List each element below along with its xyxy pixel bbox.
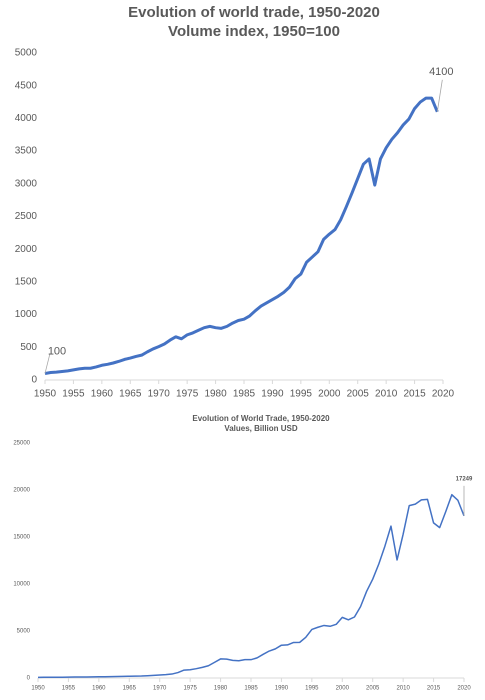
x-tick-label: 1985	[244, 686, 258, 692]
x-tick-label: 2005	[347, 389, 370, 400]
annotation-label: 4100	[429, 66, 453, 78]
y-tick-label: 0	[31, 375, 37, 386]
x-tick-label: 1970	[153, 686, 167, 692]
x-tick-label: 1990	[275, 686, 289, 692]
annotation-leader	[436, 79, 443, 112]
y-tick-label: 0	[27, 676, 31, 682]
data-line	[37, 493, 465, 679]
x-tick-label: 1950	[31, 686, 45, 692]
y-tick-label: 20000	[13, 488, 30, 494]
annotation-label: 100	[48, 345, 66, 357]
y-tick-label: 5000	[17, 629, 31, 635]
y-tick-label: 5000	[15, 48, 38, 59]
x-tick-label: 1975	[183, 686, 197, 692]
x-tick-label: 1995	[305, 686, 319, 692]
y-tick-label: 1500	[15, 277, 38, 288]
annotation-label: 17249	[456, 476, 473, 482]
chart-title: Evolution of world trade, 1950-2020	[128, 4, 380, 21]
x-tick-label: 1990	[261, 389, 284, 400]
y-tick-label: 1000	[15, 309, 38, 320]
x-tick-label: 1995	[290, 389, 313, 400]
x-tick-label: 1965	[123, 686, 137, 692]
y-tick-label: 10000	[13, 582, 30, 588]
x-tick-label: 2000	[336, 686, 350, 692]
y-tick-label: 500	[20, 342, 37, 353]
y-tick-label: 2500	[15, 211, 38, 222]
chart-title: Evolution of World Trade, 1950-2020	[192, 414, 330, 423]
data-line	[44, 96, 439, 375]
x-tick-label: 1970	[148, 389, 171, 400]
y-tick-label: 25000	[13, 441, 30, 447]
x-tick-label: 1950	[34, 389, 57, 400]
chart-subtitle: Volume index, 1950=100	[168, 23, 340, 40]
x-tick-label: 2000	[318, 389, 341, 400]
y-tick-label: 15000	[13, 535, 30, 541]
y-tick-label: 3500	[15, 146, 38, 157]
x-tick-label: 2020	[457, 686, 471, 692]
x-tick-label: 1985	[233, 389, 256, 400]
x-tick-label: 2010	[396, 686, 410, 692]
x-tick-label: 1965	[119, 389, 142, 400]
x-tick-label: 1980	[204, 389, 227, 400]
x-tick-label: 1975	[176, 389, 199, 400]
x-tick-label: 2020	[432, 389, 455, 400]
x-tick-label: 1960	[92, 686, 106, 692]
x-tick-label: 1980	[214, 686, 228, 692]
x-tick-label: 2005	[366, 686, 380, 692]
x-tick-label: 1960	[91, 389, 114, 400]
annotation-leader	[44, 353, 51, 374]
chart-subtitle: Values, Billion USD	[224, 424, 298, 433]
x-tick-label: 1955	[62, 686, 76, 692]
x-tick-label: 1955	[62, 389, 85, 400]
y-tick-label: 3000	[15, 178, 38, 189]
y-tick-label: 4000	[15, 113, 38, 124]
x-tick-label: 2015	[403, 389, 426, 400]
x-tick-label: 2010	[375, 389, 398, 400]
y-tick-label: 2000	[15, 244, 38, 255]
y-tick-label: 4500	[15, 80, 38, 91]
x-tick-label: 2015	[427, 686, 441, 692]
